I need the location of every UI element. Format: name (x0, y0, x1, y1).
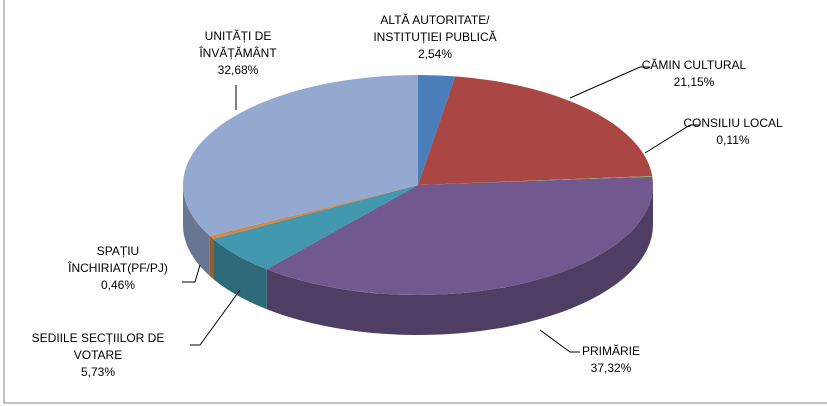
leader-line (569, 66, 650, 99)
category-label: SEDIILE SECȚIILOR DE VOTARE (31, 331, 165, 362)
value-label: 0,11% (716, 133, 750, 147)
slice (418, 75, 456, 185)
category-label: ALTĂ AUTORITATE/ INSTITUȚIEI PUBLICĂ (373, 13, 497, 44)
leader-line (182, 264, 201, 283)
slice (213, 185, 418, 310)
slice-top (266, 176, 653, 295)
data-label: CONSILIU LOCAL 0,11% (668, 115, 798, 149)
value-label: 5,73% (80, 365, 116, 379)
data-label: ALTĂ AUTORITATE/ INSTITUȚIEI PUBLICĂ 2,54… (350, 12, 520, 63)
slice (209, 185, 418, 279)
value-label: 37,32% (590, 361, 632, 375)
slice (418, 176, 653, 185)
slice (266, 176, 653, 335)
category-label: SPAȚIU ÎNCHIRIAT(PF/PJ) (68, 244, 168, 275)
slice-side (183, 185, 210, 277)
slice-top (418, 75, 456, 185)
data-label: SPAȚIU ÎNCHIRIAT(PF/PJ) 0,46% (63, 243, 173, 294)
value-label: 32,68% (217, 63, 259, 77)
data-label: UNITĂȚI DE ÎNVĂȚĂMÂNT 32,68% (188, 28, 288, 79)
leader-line (539, 329, 580, 353)
data-label: SEDIILE SECȚIILOR DE VOTARE 5,73% (11, 330, 186, 381)
slice-side (209, 236, 214, 279)
leader-line (190, 289, 241, 346)
slice-top (213, 185, 418, 270)
leader-line (644, 124, 700, 154)
category-label: CONSILIU LOCAL (683, 116, 783, 130)
category-label: PRIMĂRIE (581, 344, 640, 358)
data-label: PRIMĂRIE 37,32% (561, 343, 661, 377)
value-label: 21,15% (673, 75, 715, 89)
value-label: 0,46% (100, 278, 136, 292)
category-label: CĂMIN CULTURAL (641, 58, 747, 72)
slice (418, 76, 653, 185)
slice-top (209, 185, 418, 239)
slice-side (213, 238, 267, 310)
data-label: CĂMIN CULTURAL 21,15% (619, 57, 769, 91)
category-label: UNITĂȚI DE ÎNVĂȚĂMÂNT (199, 29, 277, 60)
slice-top (183, 75, 418, 237)
slice (183, 75, 418, 277)
value-label: 2,54% (417, 47, 453, 61)
slice-top (418, 76, 653, 185)
slice-side (266, 185, 653, 335)
frame (3, 0, 827, 404)
slice-top (418, 176, 653, 185)
